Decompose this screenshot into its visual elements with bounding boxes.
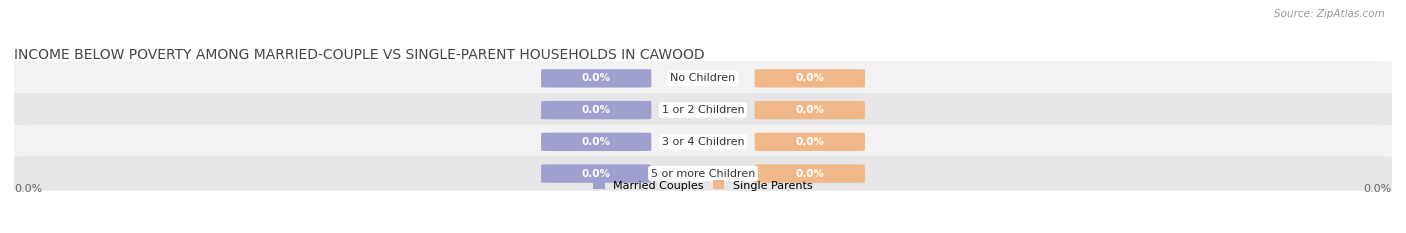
Text: 1 or 2 Children: 1 or 2 Children: [662, 105, 744, 115]
Text: 0.0%: 0.0%: [796, 169, 824, 179]
FancyBboxPatch shape: [755, 101, 865, 119]
Legend: Married Couples, Single Parents: Married Couples, Single Parents: [592, 178, 814, 193]
FancyBboxPatch shape: [7, 156, 1399, 191]
FancyBboxPatch shape: [755, 69, 865, 88]
Text: Source: ZipAtlas.com: Source: ZipAtlas.com: [1274, 9, 1385, 19]
FancyBboxPatch shape: [541, 164, 651, 183]
Text: 0.0%: 0.0%: [582, 105, 610, 115]
FancyBboxPatch shape: [755, 164, 865, 183]
Text: 0.0%: 0.0%: [582, 137, 610, 147]
FancyBboxPatch shape: [541, 133, 651, 151]
FancyBboxPatch shape: [7, 125, 1399, 159]
FancyBboxPatch shape: [7, 93, 1399, 127]
FancyBboxPatch shape: [541, 69, 651, 88]
Text: 0.0%: 0.0%: [796, 73, 824, 83]
Text: INCOME BELOW POVERTY AMONG MARRIED-COUPLE VS SINGLE-PARENT HOUSEHOLDS IN CAWOOD: INCOME BELOW POVERTY AMONG MARRIED-COUPL…: [14, 48, 704, 62]
Text: 0.0%: 0.0%: [582, 169, 610, 179]
FancyBboxPatch shape: [7, 61, 1399, 96]
Text: 0.0%: 0.0%: [796, 137, 824, 147]
Text: 0.0%: 0.0%: [796, 105, 824, 115]
Text: 0.0%: 0.0%: [582, 73, 610, 83]
FancyBboxPatch shape: [755, 133, 865, 151]
Text: 0.0%: 0.0%: [14, 185, 42, 195]
Text: 0.0%: 0.0%: [1364, 185, 1392, 195]
Text: 3 or 4 Children: 3 or 4 Children: [662, 137, 744, 147]
FancyBboxPatch shape: [541, 101, 651, 119]
Text: 5 or more Children: 5 or more Children: [651, 169, 755, 179]
Text: No Children: No Children: [671, 73, 735, 83]
